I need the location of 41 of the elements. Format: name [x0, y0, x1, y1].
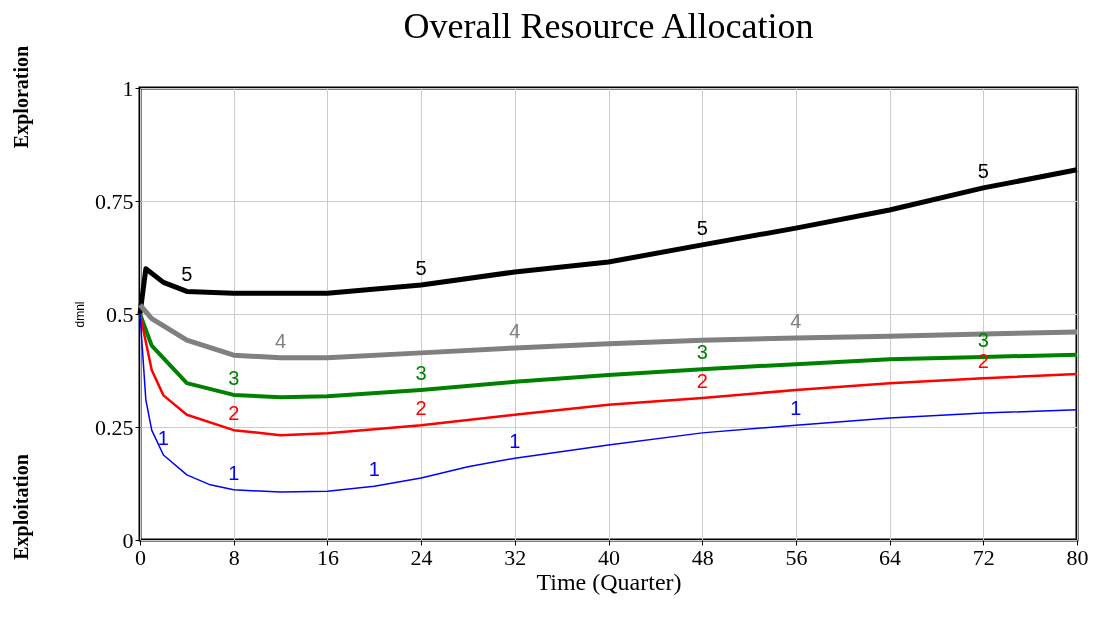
- line-series: [138, 312, 1079, 400]
- series-label: 2: [228, 402, 240, 425]
- text: 2: [415, 397, 427, 420]
- text: 1: [228, 461, 240, 484]
- x-tick-label: 56: [785, 544, 808, 570]
- series-label: 4: [274, 329, 287, 352]
- y-tick-label: 0.25: [95, 414, 134, 440]
- text: Exploration: [10, 45, 33, 149]
- text: 3: [415, 361, 427, 384]
- x-tick-label: 16: [316, 544, 339, 570]
- series-label: 3: [228, 366, 240, 389]
- x-tick-label: 32: [504, 544, 527, 570]
- x-tick-label: 48: [691, 544, 714, 570]
- text: 5: [977, 159, 989, 182]
- text: 2: [696, 370, 708, 393]
- x-tick-label: 64: [879, 544, 902, 570]
- line-series: [139, 313, 1078, 493]
- x-tick-label: 72: [972, 544, 995, 570]
- text: 1: [368, 458, 380, 481]
- x-tick-label: 40: [598, 544, 620, 570]
- series-label: 5: [181, 263, 193, 286]
- y-tick-label: 0.5: [106, 301, 134, 327]
- series-label: 1: [157, 427, 169, 450]
- x-tick-label: 24: [410, 544, 433, 570]
- y-tick-label: 0: [122, 527, 134, 553]
- y-tick-label: 0.75: [95, 188, 134, 214]
- text: 1: [790, 397, 802, 420]
- x-tick-label: 80: [1066, 544, 1089, 570]
- y-tick-label: 1: [122, 75, 134, 101]
- text: 3: [696, 341, 708, 364]
- x-tick-label: 8: [228, 544, 240, 570]
- text: Exploitation: [10, 454, 33, 560]
- text: 5: [696, 216, 708, 239]
- x-axis-title: Time (Quarter): [536, 568, 682, 595]
- text: 5: [415, 257, 427, 280]
- text: 1: [509, 430, 521, 453]
- text: 4: [790, 309, 802, 332]
- text: 4: [509, 319, 521, 342]
- chart-title: Overall Resource Allocation: [403, 5, 814, 46]
- y-axis-title: dmnl: [73, 301, 87, 328]
- text: 3: [977, 328, 989, 351]
